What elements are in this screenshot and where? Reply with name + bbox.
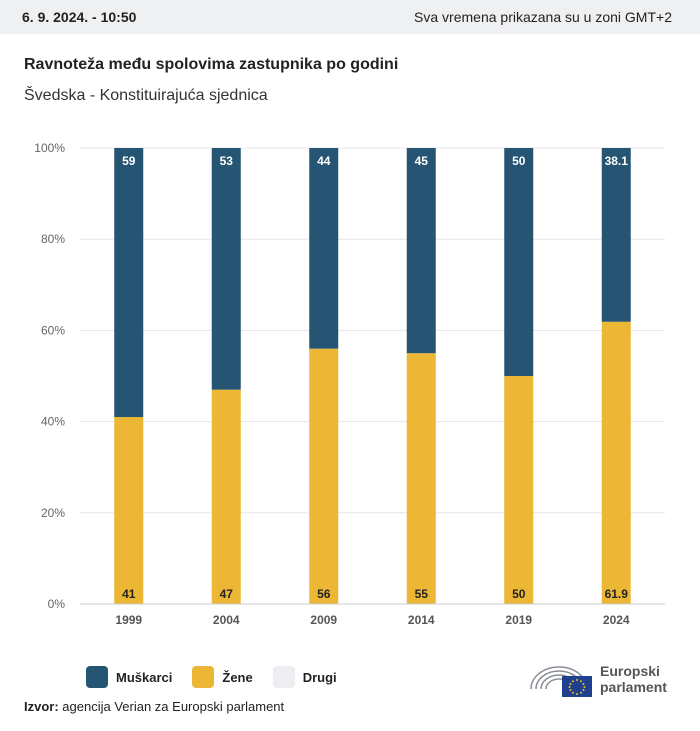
bar-men <box>504 148 534 376</box>
parliament-hemicycle-icon <box>530 666 592 697</box>
source-prefix: Izvor: <box>24 699 59 714</box>
bar-women <box>309 348 339 604</box>
y-tick-label: 80% <box>41 232 65 246</box>
bar-men <box>601 148 631 322</box>
bar-women <box>406 353 436 604</box>
timezone-note: Sva vremena prikazana su u zoni GMT+2 <box>414 9 672 25</box>
legend-item-women: Žene <box>192 666 253 688</box>
x-tick-label: 2014 <box>408 613 435 627</box>
logo-line-1: Europski <box>600 663 660 679</box>
y-tick-label: 40% <box>41 415 65 429</box>
chart-area: 0% 20% 40% 60% 80% 100% 59 41 1999 53 47 2004 44 56 20… <box>34 141 665 627</box>
data-label-men: 38.1 <box>605 154 629 168</box>
legend-item-men: Muškarci <box>86 666 172 688</box>
x-tick-label: 1999 <box>115 613 142 627</box>
data-label-women: 41 <box>122 587 136 601</box>
bar-women <box>114 417 144 604</box>
source-text: agencija Verian za Europski parlament <box>62 699 285 714</box>
y-tick-label: 20% <box>41 506 65 520</box>
logo-text: Europski parlament <box>600 663 667 695</box>
bar-men <box>114 148 144 418</box>
ep-logo: Europski parlament <box>528 659 667 699</box>
chart-subtitle: Švedska - Konstituirajuća sjednica <box>24 87 268 104</box>
x-tick-label: 2024 <box>603 613 630 627</box>
header-bar: 6. 9. 2024. - 10:50 Sva vremena prikazan… <box>0 0 700 34</box>
bar-women <box>211 389 241 604</box>
x-tick-label: 2009 <box>310 613 337 627</box>
logo-line-2: parlament <box>600 679 667 695</box>
data-label-women: 55 <box>415 587 429 601</box>
bar-women <box>504 376 534 604</box>
legend-swatch-other <box>272 666 295 688</box>
legend-swatch-women <box>192 666 215 688</box>
data-label-women: 56 <box>317 587 331 601</box>
legend-swatch-men <box>86 666 108 688</box>
source-note: Izvor: agencija Verian za Europski parla… <box>24 699 284 714</box>
x-tick-label: 2019 <box>505 613 532 627</box>
bar-men <box>406 148 436 354</box>
data-label-men: 45 <box>415 154 429 168</box>
x-tick-label: 2004 <box>213 613 240 627</box>
legend: Muškarci Žene Drugi <box>86 666 357 688</box>
bar-men <box>309 148 339 349</box>
y-tick-label: 0% <box>48 597 66 611</box>
data-label-women: 50 <box>512 587 526 601</box>
y-tick-label: 60% <box>41 323 65 337</box>
y-tick-label: 100% <box>34 141 65 155</box>
data-label-men: 50 <box>512 154 526 168</box>
legend-item-other: Drugi <box>272 666 337 688</box>
data-label-men: 53 <box>220 154 234 168</box>
data-label-men: 59 <box>122 154 136 168</box>
legend-label-other: Drugi <box>302 669 337 685</box>
data-label-men: 44 <box>317 154 331 168</box>
legend-label-men: Muškarci <box>116 669 173 685</box>
bar-women <box>601 321 631 604</box>
date-time: 6. 9. 2024. - 10:50 <box>22 9 137 25</box>
data-label-women: 47 <box>220 587 234 601</box>
legend-label-women: Žene <box>222 669 253 685</box>
chart-title: Ravnoteža među spolovima zastupnika po g… <box>24 56 399 73</box>
bar-men <box>211 148 241 390</box>
data-label-women: 61.9 <box>605 587 629 601</box>
